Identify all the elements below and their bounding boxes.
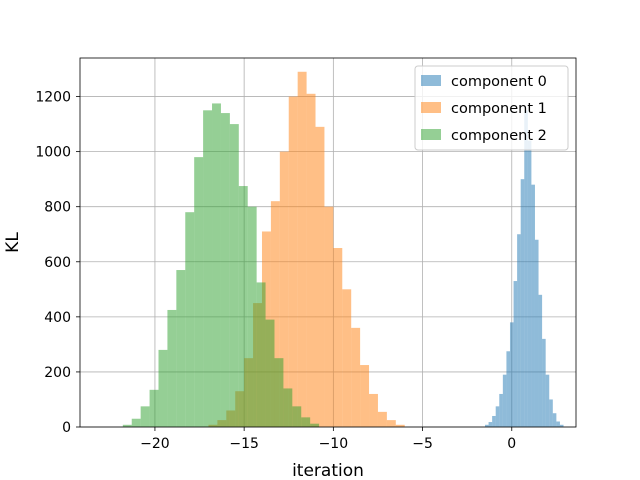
histogram-bar bbox=[538, 294, 543, 427]
histogram-bar bbox=[279, 151, 289, 427]
histogram-bar bbox=[524, 110, 528, 427]
histogram-bar bbox=[492, 415, 496, 427]
histogram-bar bbox=[395, 424, 405, 427]
histogram-bar bbox=[495, 406, 500, 427]
histogram-bar bbox=[229, 124, 239, 428]
histogram-bar bbox=[502, 374, 507, 427]
histogram-bar bbox=[256, 282, 266, 427]
histogram-bar bbox=[509, 322, 514, 427]
y-axis-label: KL bbox=[3, 232, 23, 253]
legend: component 0 component 1 component 2 bbox=[414, 65, 569, 151]
histogram-bar bbox=[194, 157, 204, 427]
histogram-bar bbox=[556, 421, 560, 427]
x-tick-label: −15 bbox=[229, 436, 259, 452]
histogram-bar bbox=[185, 212, 195, 427]
x-axis-label: iteration bbox=[292, 461, 364, 480]
histogram-bar bbox=[315, 126, 325, 427]
histogram-bar bbox=[301, 417, 311, 427]
histogram-bar bbox=[265, 319, 275, 427]
histogram-bar bbox=[324, 206, 334, 427]
histogram-bar bbox=[517, 234, 521, 427]
histogram-bar bbox=[342, 289, 352, 427]
y-tick-label: 600 bbox=[44, 255, 71, 271]
histogram-bar bbox=[292, 406, 302, 427]
y-tick-label: 1000 bbox=[35, 145, 71, 161]
histogram-bar bbox=[247, 206, 257, 427]
legend-swatch bbox=[421, 129, 441, 140]
histogram-bar bbox=[122, 424, 132, 427]
legend-box bbox=[414, 65, 569, 151]
histogram-bar bbox=[220, 113, 230, 428]
y-tick-label: 200 bbox=[44, 365, 71, 381]
histogram-bar bbox=[360, 365, 370, 427]
x-tick-label: −20 bbox=[140, 436, 170, 452]
legend-label: component 2 bbox=[451, 128, 547, 144]
histogram-bar bbox=[333, 248, 343, 427]
histogram-bar bbox=[534, 239, 539, 427]
histogram-bar bbox=[306, 93, 316, 427]
histogram-bar bbox=[488, 422, 493, 427]
histogram-bar bbox=[552, 413, 557, 427]
legend-swatch bbox=[421, 75, 441, 86]
histogram-bar bbox=[377, 411, 387, 427]
histogram-bar bbox=[167, 309, 177, 427]
histogram-bar bbox=[369, 393, 378, 427]
histogram-bar bbox=[506, 351, 510, 427]
histogram-bar bbox=[310, 423, 320, 427]
plot-frame bbox=[79, 57, 577, 428]
y-tick-label: 400 bbox=[44, 310, 71, 326]
histogram-bar bbox=[176, 270, 186, 427]
histogram-bar bbox=[531, 184, 535, 427]
histogram-bar bbox=[238, 186, 248, 427]
histogram-bar bbox=[351, 327, 361, 427]
series-0-bars bbox=[485, 110, 564, 427]
histogram-bar bbox=[212, 103, 221, 427]
histogram-bar bbox=[149, 389, 159, 427]
histogram-bar bbox=[283, 388, 293, 427]
series-2-bars bbox=[122, 103, 320, 428]
histogram-bar bbox=[297, 71, 307, 428]
y-tick-label: 800 bbox=[44, 200, 71, 216]
histogram-bar bbox=[140, 406, 150, 427]
axis-ticks: −20 −15 −10 −5 0 0 200 400 600 800 1000 1200 bbox=[35, 90, 516, 452]
histogram-bar bbox=[527, 140, 532, 427]
y-tick-label: 0 bbox=[62, 420, 71, 436]
legend-label: component 1 bbox=[451, 101, 547, 117]
histogram-bar bbox=[513, 281, 518, 427]
x-tick-label: −10 bbox=[319, 436, 349, 452]
histogram-bar bbox=[131, 418, 141, 427]
histogram-bars bbox=[122, 71, 564, 428]
x-tick-label: 0 bbox=[507, 436, 516, 452]
histogram-bar bbox=[485, 424, 489, 427]
histogram-bar bbox=[542, 338, 546, 427]
histogram-bar bbox=[520, 179, 525, 427]
histogram-bar bbox=[288, 96, 298, 427]
histogram-bar bbox=[559, 424, 564, 427]
histogram-bar bbox=[158, 349, 168, 427]
x-tick-label: −5 bbox=[412, 436, 433, 452]
histogram-bar bbox=[274, 358, 284, 427]
histogram-bar bbox=[499, 393, 503, 427]
y-tick-label: 1200 bbox=[35, 90, 71, 106]
histogram-bar bbox=[270, 201, 280, 427]
histogram-bar bbox=[549, 399, 553, 427]
legend-label: component 0 bbox=[451, 74, 547, 90]
histogram-bar bbox=[545, 374, 550, 427]
histogram-bar bbox=[386, 420, 396, 427]
legend-swatch bbox=[421, 102, 441, 113]
histogram-bar bbox=[203, 110, 213, 427]
